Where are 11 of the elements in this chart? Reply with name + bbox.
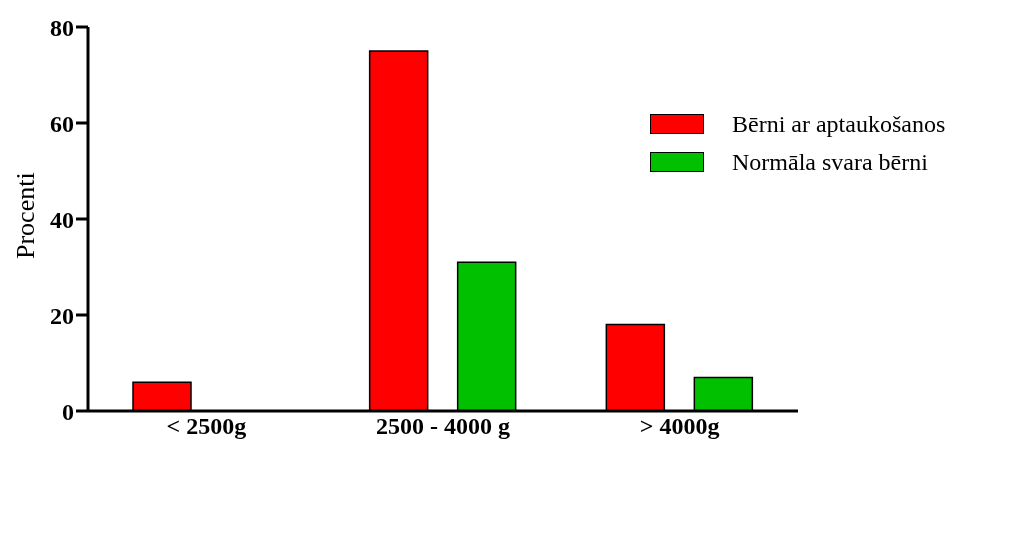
legend-label: Bērni ar aptaukošanos [732,110,946,138]
y-tick-label: 0 [62,398,74,425]
x-tick-label: < 2500g [166,413,247,440]
y-axis-title: Procenti [11,172,41,259]
y-tick-label: 60 [50,110,74,137]
y-tick-label: 40 [50,206,74,233]
y-tick-label: 20 [50,302,74,329]
x-tick-label: 2500 - 4000 g [376,413,510,440]
x-tick-label: > 4000g [639,413,720,440]
legend-label: Normāla svara bērni [732,148,928,176]
y-tick-label: 80 [50,14,74,41]
